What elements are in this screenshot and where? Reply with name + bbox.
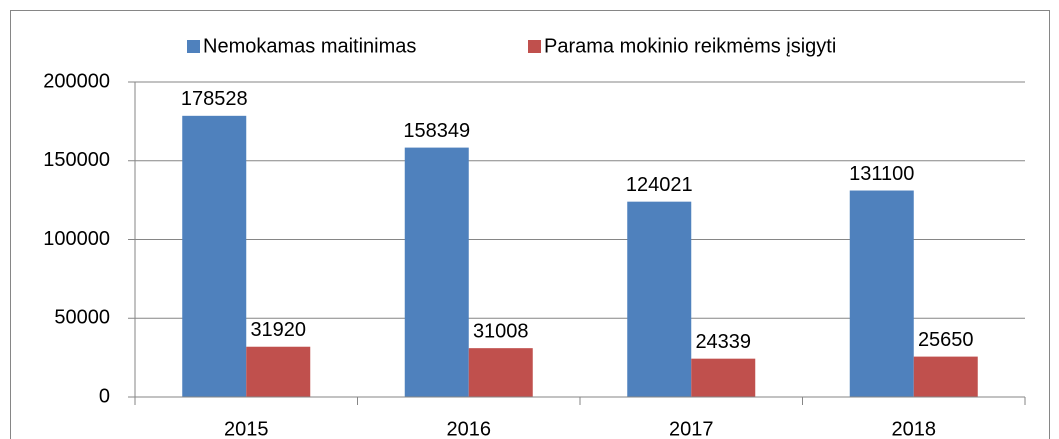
data-label: 178528	[181, 88, 248, 110]
data-label: 31008	[473, 320, 529, 342]
x-tick-label: 2015	[224, 418, 269, 439]
legend-swatch	[528, 40, 541, 53]
bar	[627, 201, 692, 397]
data-label: 158349	[403, 120, 470, 142]
bar	[913, 356, 978, 397]
y-tick-label: 100000	[43, 228, 110, 250]
x-tick-label: 2018	[892, 418, 937, 439]
legend-label: Parama mokinio reikmėms įsigyti	[544, 35, 836, 57]
legend-label: Nemokamas maitinimas	[203, 35, 416, 57]
y-tick-label: 200000	[43, 70, 110, 92]
bar	[468, 348, 533, 397]
x-tick-label: 2016	[447, 418, 492, 439]
bar	[691, 358, 756, 397]
y-tick-label: 150000	[43, 149, 110, 171]
x-tick-label: 2017	[669, 418, 714, 439]
data-label: 25650	[918, 329, 974, 351]
bar	[849, 190, 914, 397]
data-label: 31920	[250, 319, 306, 341]
legend-swatch	[187, 40, 200, 53]
data-label: 24339	[695, 331, 751, 353]
data-label: 124021	[626, 174, 693, 196]
bar	[404, 147, 469, 397]
bar	[182, 115, 247, 398]
data-label: 131100	[849, 163, 914, 185]
bar	[246, 346, 311, 397]
y-tick-label: 50000	[54, 307, 110, 329]
y-tick-label: 0	[99, 385, 110, 407]
